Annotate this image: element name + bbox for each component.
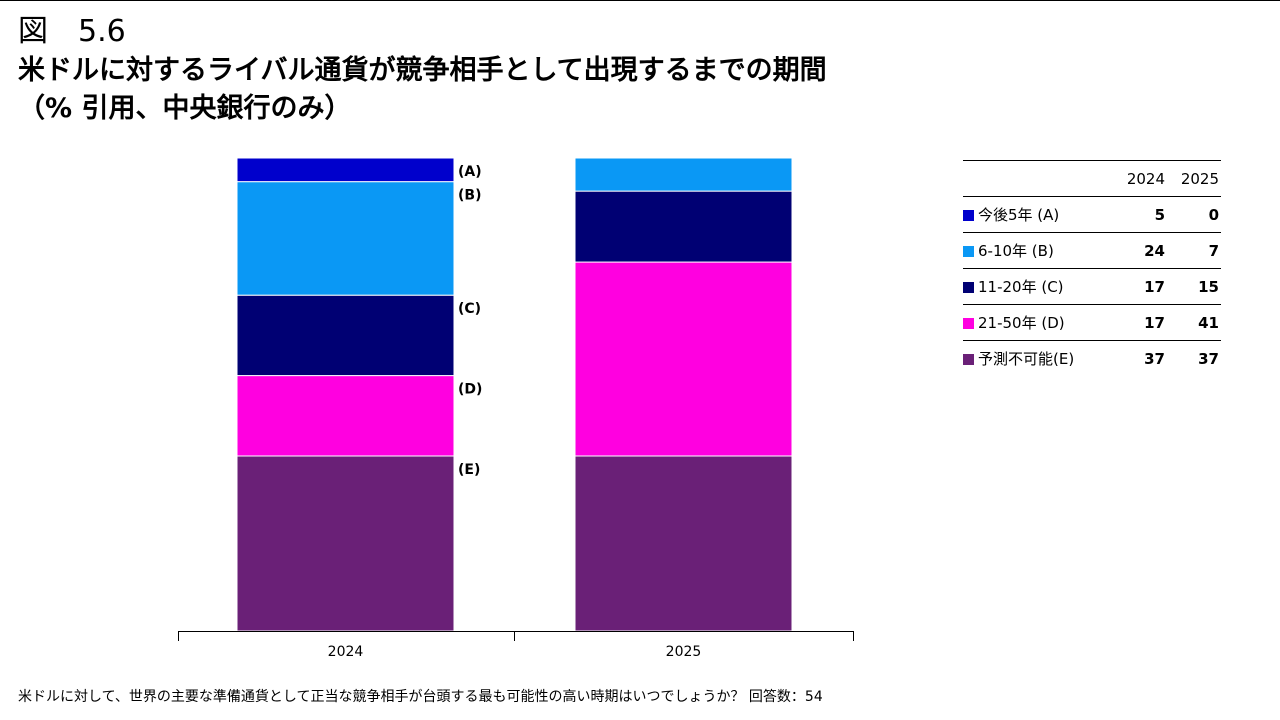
stacked-bar-chart: (E) (D) (C) (B) (A) 2024 2025 <box>178 157 854 660</box>
bar-label-c: (C) <box>458 301 481 317</box>
legend-row-d: 21-50年 (D) 17 41 <box>963 305 1221 341</box>
legend-swatch <box>963 318 974 329</box>
legend-label: 11-20年 (C) <box>963 269 1113 305</box>
legend-value-2025: 0 <box>1208 205 1219 224</box>
chart-title: 米ドルに対するライバル通貨が競争相手として出現するまでの期間 <box>18 55 827 86</box>
legend-label: 今後5年 (A) <box>963 197 1113 233</box>
legend-label-text: 6-10年 (B) <box>978 242 1054 260</box>
bar-segment-2024-d <box>236 375 455 457</box>
top-rule <box>0 0 1280 1</box>
legend-swatch <box>963 246 974 257</box>
bar-segment-2024-c <box>236 294 455 377</box>
legend-swatch <box>963 354 974 365</box>
bar-segment-2025-e <box>574 455 793 632</box>
x-tick-label-2025: 2025 <box>666 644 702 660</box>
legend-body: 今後5年 (A) 5 0 6-10年 (B) 24 7 11-20年 (C) 17 15 21-5… <box>963 197 1221 377</box>
x-tick-label-2024: 2024 <box>328 644 364 660</box>
legend-header-2025: 2025 <box>1180 169 1219 188</box>
legend-value-2024: 17 <box>1144 313 1165 332</box>
legend-label: 予測不可能(E) <box>963 341 1113 377</box>
legend-table: 2024 2025 今後5年 (A) 5 0 6-10年 (B) 24 7 11-20年 (… <box>963 160 1221 376</box>
legend-row-a: 今後5年 (A) 5 0 <box>963 197 1221 233</box>
legend-value-2024: 24 <box>1144 241 1165 260</box>
bar-segment-2024-a <box>236 157 455 183</box>
bar-label-b: (B) <box>458 188 481 204</box>
bar-label-e: (E) <box>458 462 480 478</box>
legend-header-row: 2024 2025 <box>963 160 1221 197</box>
legend-header-2024: 2024 <box>1126 169 1165 188</box>
legend-header-blank <box>963 161 1113 197</box>
bar-label-a: (A) <box>458 164 482 180</box>
legend-label: 6-10年 (B) <box>963 233 1113 269</box>
legend-row-b: 6-10年 (B) 24 7 <box>963 233 1221 269</box>
legend-label-text: 21-50年 (D) <box>978 314 1065 332</box>
bar-segment-2025-d <box>574 261 793 457</box>
legend-value-2024: 17 <box>1144 277 1165 296</box>
bar-segment-2025-b <box>574 157 793 192</box>
legend-value-2024: 5 <box>1154 205 1165 224</box>
bar-segment-2025-c <box>574 190 793 263</box>
footnote: 米ドルに対して、世界の主要な準備通貨として正当な競争相手が台頭する最も可能性の高… <box>18 689 823 705</box>
legend-value-2025: 7 <box>1208 241 1219 260</box>
legend-label: 21-50年 (D) <box>963 305 1113 341</box>
legend-label-text: 今後5年 (A) <box>978 206 1060 224</box>
bar-segment-2024-e <box>236 455 455 632</box>
legend-swatch <box>963 282 974 293</box>
figure-label: 図 5.6 <box>18 14 126 49</box>
legend-label-text: 11-20年 (C) <box>978 278 1064 296</box>
legend-value-2024: 37 <box>1144 349 1165 368</box>
bar-segment-2024-b <box>236 181 455 296</box>
legend-swatch <box>963 210 974 221</box>
legend-value-2025: 15 <box>1198 277 1219 296</box>
legend-value-2025: 41 <box>1198 313 1219 332</box>
legend-row-c: 11-20年 (C) 17 15 <box>963 269 1221 305</box>
legend-row-e: 予測不可能(E) 37 37 <box>963 341 1221 377</box>
legend-value-2025: 37 <box>1198 349 1219 368</box>
bar-label-d: (D) <box>458 382 482 398</box>
legend-label-text: 予測不可能(E) <box>978 350 1075 368</box>
chart-subtitle: （% 引用、中央銀行のみ） <box>18 93 352 124</box>
